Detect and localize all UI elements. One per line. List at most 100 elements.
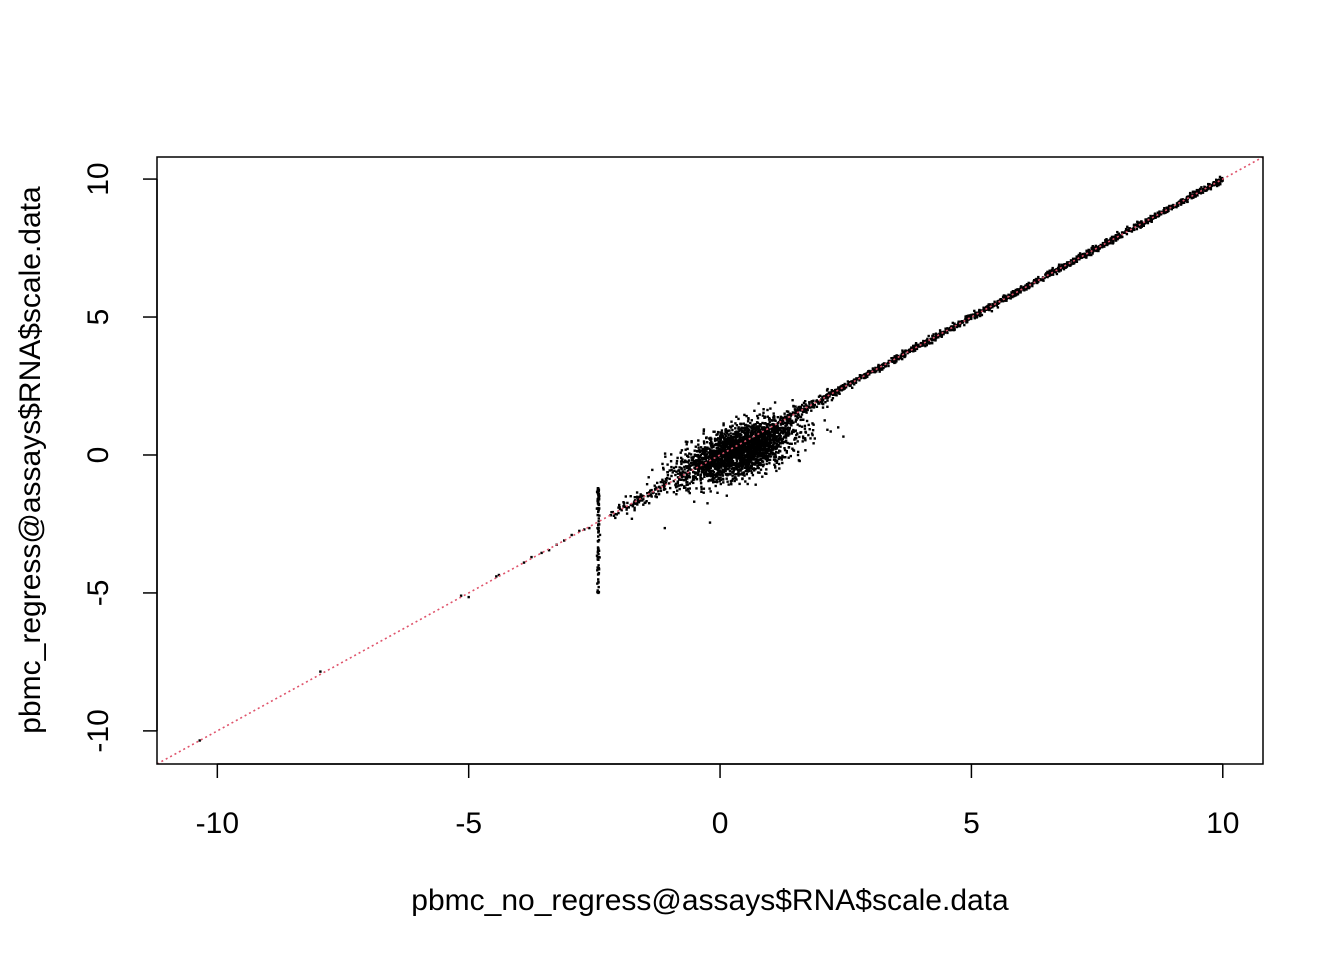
- data-point: [836, 390, 839, 393]
- data-point: [746, 464, 750, 468]
- data-point: [743, 413, 746, 417]
- data-point: [663, 483, 666, 486]
- data-point: [807, 423, 810, 427]
- data-point: [726, 480, 729, 483]
- data-point: [684, 486, 687, 489]
- data-point: [768, 445, 771, 448]
- data-point: [1087, 250, 1090, 253]
- data-point: [710, 479, 713, 482]
- data-point: [735, 449, 738, 452]
- data-point: [1043, 276, 1046, 280]
- data-point: [661, 481, 665, 484]
- data-point: [1114, 234, 1117, 237]
- data-point: [685, 472, 688, 476]
- data-point: [772, 412, 775, 415]
- data-point: [719, 436, 722, 439]
- data-point: [1219, 183, 1222, 186]
- data-point: [851, 386, 854, 389]
- data-point: [755, 459, 758, 462]
- data-point: [785, 423, 789, 426]
- data-point: [867, 373, 870, 376]
- data-point: [773, 432, 776, 435]
- data-point: [683, 468, 686, 471]
- data-point: [690, 468, 693, 471]
- data-point: [772, 419, 776, 422]
- data-point: [622, 501, 625, 504]
- data-point: [639, 496, 643, 500]
- data-point: [617, 511, 620, 515]
- data-point: [597, 578, 600, 581]
- data-point: [1097, 249, 1100, 253]
- data-point: [708, 487, 711, 490]
- data-point: [993, 300, 996, 303]
- data-point: [757, 443, 760, 446]
- data-point: [782, 440, 786, 443]
- data-point: [744, 433, 747, 436]
- data-point: [711, 454, 714, 458]
- data-point: [838, 388, 841, 392]
- data-point: [853, 383, 856, 386]
- data-point: [729, 458, 732, 461]
- data-point: [692, 471, 695, 474]
- data-point: [781, 461, 784, 465]
- data-point: [786, 426, 789, 429]
- data-point: [1081, 253, 1084, 256]
- data-point: [1163, 207, 1166, 210]
- data-point: [959, 320, 963, 323]
- data-point: [653, 484, 656, 487]
- data-point: [747, 454, 751, 457]
- data-point: [666, 463, 669, 466]
- data-point: [774, 459, 777, 463]
- data-point: [715, 438, 719, 441]
- data-point: [614, 516, 617, 520]
- data-point: [1036, 280, 1039, 283]
- data-point: [675, 459, 679, 463]
- data-point: [728, 437, 731, 441]
- data-point: [958, 324, 962, 328]
- x-axis: -10 -5 0 5 10: [196, 763, 1239, 840]
- data-point: [719, 459, 722, 462]
- data-point: [726, 437, 729, 441]
- data-point: [741, 477, 744, 480]
- data-point: [1157, 212, 1160, 215]
- data-point: [319, 670, 322, 673]
- data-point: [670, 474, 673, 478]
- data-point: [744, 449, 747, 452]
- data-point: [749, 450, 752, 453]
- data-point: [597, 572, 601, 575]
- data-point: [811, 429, 815, 432]
- data-point: [766, 415, 769, 418]
- data-point: [745, 460, 749, 463]
- data-point: [745, 414, 748, 418]
- data-point: [1175, 206, 1178, 209]
- data-point: [751, 429, 754, 432]
- data-point: [710, 452, 714, 456]
- data-point: [766, 448, 770, 451]
- data-point: [1062, 268, 1066, 271]
- data-point: [1010, 292, 1013, 295]
- data-point: [800, 425, 804, 428]
- data-point: [700, 487, 703, 491]
- data-point: [1179, 201, 1183, 205]
- data-point: [711, 442, 714, 445]
- data-point: [906, 351, 909, 355]
- data-point: [770, 427, 773, 431]
- x-tick-label: 0: [712, 807, 729, 840]
- data-point: [777, 444, 780, 447]
- data-point: [834, 389, 838, 393]
- data-point: [680, 467, 683, 471]
- data-point: [912, 344, 915, 348]
- data-point: [734, 467, 737, 470]
- data-point: [715, 480, 719, 484]
- data-point: [729, 451, 732, 455]
- data-point: [1034, 280, 1037, 283]
- data-point: [953, 322, 956, 325]
- data-point: [846, 383, 849, 386]
- data-point: [734, 422, 737, 425]
- data-point: [685, 475, 689, 478]
- data-point: [907, 350, 911, 354]
- data-point: [1053, 270, 1056, 274]
- data-point: [692, 476, 695, 479]
- data-point: [842, 384, 845, 388]
